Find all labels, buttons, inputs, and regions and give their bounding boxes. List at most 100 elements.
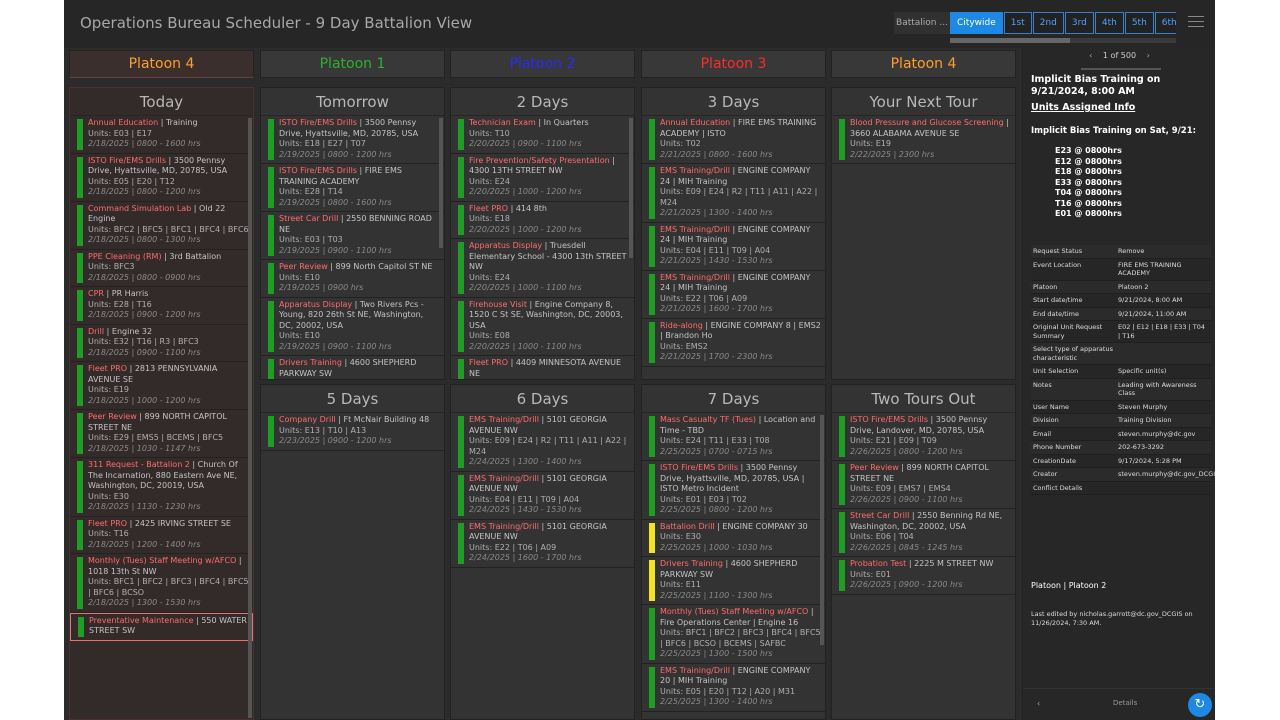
battalion-tab[interactable]: 4th <box>1094 12 1124 34</box>
event-list[interactable]: Company Drill | Ft McNair Building 48 Uni… <box>261 413 444 719</box>
battalion-tab[interactable]: 2nd <box>1032 12 1064 34</box>
event-list[interactable]: Blood Pressure and Glucose Screening | 3… <box>832 116 1015 379</box>
event-time: 2/21/2025 | 1600 - 1700 hrs <box>660 304 773 313</box>
event-list[interactable]: ISTO Fire/EMS Drills | 3500 Pennsy Drive… <box>832 413 1015 719</box>
event-location: | 5101 GEORGIA AVENUE NW <box>469 473 607 494</box>
battalion-tab[interactable]: 5th <box>1124 12 1154 34</box>
event-card[interactable]: Mass Casualty TF (Tues) | Location and T… <box>642 413 825 461</box>
event-list[interactable]: Technician Exam | In Quarters Units: T10 2… <box>451 116 634 379</box>
event-card[interactable]: Fire Prevention/Safety Presentation | 43… <box>451 154 634 202</box>
event-card[interactable]: Fleet PRO | 2813 PENNSYLVANIA AVENUE SE U… <box>70 362 253 410</box>
event-card[interactable]: Annual Education | FIRE EMS TRAINING ACA… <box>642 116 825 164</box>
event-units: Units: E05 | E20 | T12 <box>88 176 175 186</box>
event-card[interactable]: Street Car Drill | 2550 Benning Rd NE, W… <box>832 509 1015 557</box>
event-card[interactable]: Battalion Drill | ENGINE COMPANY 30 Units… <box>642 520 825 557</box>
event-card[interactable]: Apparatus Display | Two Rivers Pcs - You… <box>261 298 444 356</box>
status-bar <box>77 413 83 454</box>
event-card[interactable]: Street Car Drill | 2550 BENNING ROAD NE U… <box>261 212 444 260</box>
event-list[interactable]: Annual Education | Training Units: E03 | … <box>70 116 253 719</box>
menu-icon[interactable] <box>1188 16 1204 30</box>
event-card[interactable]: Monthly (Tues) Staff Meeting w/AFCO | Fi… <box>642 605 825 664</box>
event-card[interactable]: Annual Education | Training Units: E03 | … <box>70 116 253 154</box>
event-heading: Drivers Training | 4600 SHEPHERD PARKWAY… <box>660 559 821 580</box>
event-card[interactable]: ISTO Fire/EMS Drills | FIRE EMS TRAINING… <box>261 164 444 212</box>
event-card[interactable]: ISTO Fire/EMS Drills | 3500 Pennsy Drive… <box>70 154 253 202</box>
event-heading: EMS Training/Drill | 5101 GEORGIA AVENUE… <box>469 474 630 495</box>
scrollbar[interactable] <box>820 415 824 645</box>
refresh-icon[interactable]: ↻ <box>1188 693 1212 717</box>
scrollbar[interactable] <box>439 118 443 248</box>
event-card[interactable]: Drivers Training | 4600 SHEPHERD PARKWAY… <box>642 557 825 605</box>
event-card[interactable]: EMS Training/Drill | 5101 GEORGIA AVENUE… <box>451 413 634 472</box>
event-list[interactable]: Mass Casualty TF (Tues) | Location and T… <box>642 413 825 719</box>
event-heading: CPR | PR Harris <box>88 289 249 300</box>
event-time: 2/25/2025 | 1300 - 1400 hrs <box>660 697 773 706</box>
status-bar <box>268 300 274 352</box>
event-card[interactable]: Fleet PRO | 4409 MINNESOTA AVENUE NEUnit… <box>451 356 634 379</box>
event-card[interactable]: EMS Training/Drill | ENGINE COMPANY 24 |… <box>642 223 825 271</box>
event-heading: Peer Review | 899 NORTH CAPITOL STREET N… <box>850 463 1011 484</box>
event-card[interactable]: Preventative Maintenance | 550 WATER STR… <box>70 612 253 641</box>
scrollbar[interactable] <box>248 118 252 718</box>
event-card[interactable]: Monthly (Tues) Staff Meeting w/AFCO | 10… <box>70 554 253 613</box>
event-card[interactable]: Drill | Engine 32 Units: E32 | T16 | R3 |… <box>70 325 253 362</box>
event-heading: EMS Training/Drill | ENGINE COMPANY 24 |… <box>660 166 821 187</box>
units-heading: Implicit Bias Training on Sat, 9/21: <box>1031 126 1197 136</box>
event-card[interactable]: EMS Training/Drill | ENGINE COMPANY 24 |… <box>642 164 825 223</box>
status-bar <box>77 557 83 609</box>
prev-page-button[interactable]: ‹ <box>1089 51 1093 60</box>
attribute-value: Steven Murphy <box>1118 402 1168 411</box>
event-card[interactable]: Ride-along | ENGINE COMPANY 8 | EMS2 | B… <box>642 319 825 367</box>
event-card[interactable]: Command Simulation Lab | Old 22 Engine Un… <box>70 202 253 250</box>
event-heading: Drill | Engine 32 <box>88 327 249 338</box>
battalion-tab[interactable]: 1st <box>1003 12 1032 34</box>
battalion-tab[interactable]: 6th <box>1154 12 1176 34</box>
event-list[interactable]: ISTO Fire/EMS Drills | 3500 Pennsy Drive… <box>261 116 444 379</box>
event-card[interactable]: ISTO Fire/EMS Drills | 3500 Pennsy Drive… <box>261 116 444 164</box>
attribute-value: steven.murphy@dc.gov_DCGIS <box>1118 470 1215 478</box>
event-card[interactable]: Peer Review | 899 NORTH CAPITOL STREET N… <box>832 461 1015 509</box>
battalion-select[interactable]: Battalion ... <box>894 12 950 34</box>
next-page-button[interactable]: › <box>1146 51 1150 60</box>
scrollbar-thumb[interactable] <box>950 38 1070 43</box>
event-units: Units: E24 | T11 | E33 | T08 <box>660 436 770 445</box>
event-time: 2/18/2025 | 0800 - 1200 hrs <box>88 187 201 196</box>
attribute-row: Email steven.murphy@dc.gov <box>1031 427 1211 441</box>
event-time: 2/19/2025 | 0900 - 1100 hrs <box>279 245 392 255</box>
event-card[interactable]: ISTO Fire/EMS Drills | 3500 Pennsy Drive… <box>832 413 1015 461</box>
event-card[interactable]: Apparatus Display | Truesdell Elementary… <box>451 239 634 298</box>
event-card[interactable]: EMS Training/Drill | ENGINE COMPANY 20 |… <box>642 664 825 712</box>
event-card[interactable]: EMS Training/Drill | 5101 GEORGIA AVENUE… <box>451 520 634 568</box>
units-assigned-link[interactable]: Units Assigned Info <box>1031 102 1136 113</box>
event-card[interactable]: Blood Pressure and Glucose Screening | 3… <box>832 116 1015 164</box>
event-card[interactable]: Fleet PRO | 414 8th Units: E18 2/20/2025 |… <box>451 202 634 239</box>
event-card[interactable]: Company Drill | Ft McNair Building 48 Uni… <box>261 413 444 451</box>
event-units: Units: EMS2 <box>660 341 708 351</box>
event-card[interactable]: Fleet PRO | 2425 IRVING STREET SE Units: … <box>70 517 253 554</box>
event-card[interactable]: Peer Review | 899 North Capitol ST NE Uni… <box>261 260 444 298</box>
event-location: | 3500 Pennsy Drive, Hyattsville, MD, 20… <box>279 118 419 138</box>
event-card[interactable]: Technician Exam | In Quarters Units: T10 2… <box>451 116 634 154</box>
event-card[interactable]: 311 Request - Battalion 2 | Church Of Th… <box>70 458 253 517</box>
event-card[interactable]: EMS Training/Drill | ENGINE COMPANY 24 |… <box>642 271 825 319</box>
event-list[interactable]: Annual Education | FIRE EMS TRAINING ACA… <box>642 116 825 379</box>
event-card[interactable]: CPR | PR Harris Units: E28 | T16 2/18/2025… <box>70 287 253 325</box>
battalion-tab[interactable]: Citywide <box>950 12 1003 34</box>
battalion-tabs-scrollbar[interactable] <box>950 38 1176 43</box>
event-heading: ISTO Fire/EMS Drills | 3500 Pennsy Drive… <box>850 415 1011 436</box>
event-title: Fire Prevention/Safety Presentation <box>469 155 610 165</box>
event-time: 2/18/2025 | 0800 - 0900 hrs <box>88 272 201 282</box>
event-card[interactable]: PPE Cleaning (RM) | 3rd Battalion Units: … <box>70 250 253 287</box>
event-card[interactable]: EMS Training/Drill | 5101 GEORGIA AVENUE… <box>451 472 634 520</box>
event-card[interactable]: Drivers Training | 4600 SHEPHERD PARKWAY… <box>261 356 444 379</box>
event-list[interactable]: EMS Training/Drill | 5101 GEORGIA AVENUE… <box>451 413 634 719</box>
event-card[interactable]: ISTO Fire/EMS Drills | 3500 Pennsy Drive… <box>642 461 825 520</box>
attribute-value: Training Division <box>1118 416 1172 424</box>
back-button[interactable]: ‹ <box>1037 699 1041 708</box>
scrollbar[interactable] <box>629 118 633 258</box>
event-card[interactable]: Peer Review | 899 NORTH CAPITOL STREET N… <box>70 410 253 458</box>
event-location: | 2550 Benning Rd NE, Washington, DC, 20… <box>850 511 1003 531</box>
event-card[interactable]: Probation Test | 2225 M STREET NW Units: … <box>832 557 1015 595</box>
battalion-tab[interactable]: 3rd <box>1064 12 1094 34</box>
event-card[interactable]: Firehouse Visit | Engine Company 8, 1520… <box>451 298 634 356</box>
